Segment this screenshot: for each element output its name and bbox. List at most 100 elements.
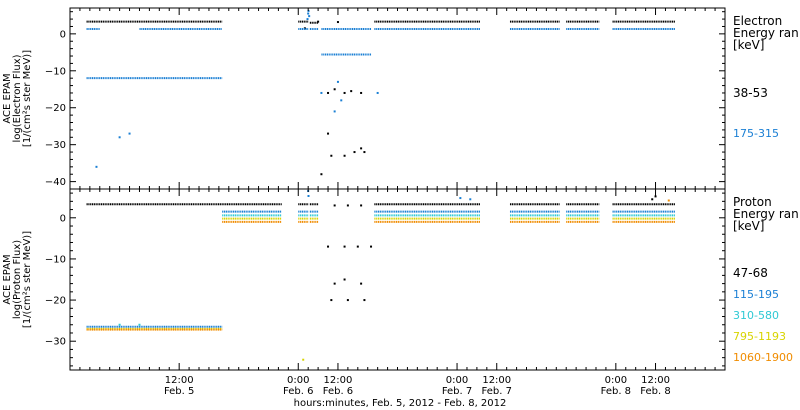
x-tick-date-label: Feb. 7 — [442, 386, 472, 397]
y-tick-label: −20 — [45, 296, 66, 307]
x-tick-time-label: 0:00 — [605, 375, 627, 386]
legend-entry: 175-315 — [733, 127, 779, 140]
data-point — [308, 15, 311, 18]
legend-entry: 115-195 — [733, 288, 779, 301]
data-point — [363, 151, 366, 154]
y-tick-label: −30 — [45, 337, 66, 348]
legend-entry: 38-53 — [733, 86, 768, 100]
data-point — [360, 204, 363, 207]
x-tick-time-label: 12:00 — [324, 375, 353, 386]
y-axis-label-line: [1/(cm²s ster MeV)] — [22, 231, 33, 328]
plot-frame — [69, 7, 726, 190]
data-point — [307, 12, 310, 15]
data-point — [333, 204, 336, 207]
legend-title-line: [keV] — [733, 38, 764, 52]
data-point — [303, 27, 306, 30]
legend-title-line: Proton — [733, 195, 772, 209]
legend-entry: 47-68 — [733, 266, 768, 280]
x-tick-time-label: 0:00 — [446, 375, 468, 386]
data-point — [320, 173, 323, 176]
legend-title-line: Energy ran — [733, 26, 799, 40]
y-tick-label: −10 — [45, 254, 66, 265]
x-tick-time-label: 12:00 — [641, 375, 670, 386]
data-point — [343, 245, 346, 248]
legend-entry: 310-580 — [733, 309, 779, 322]
data-point — [306, 18, 309, 21]
data-point — [353, 151, 356, 154]
data-point — [330, 299, 333, 302]
legend-entry: 795-1193 — [733, 330, 786, 343]
data-point — [118, 136, 121, 139]
x-tick-date-label: Feb. 6 — [283, 386, 313, 397]
data-point — [340, 99, 343, 102]
series-115-195 — [86, 190, 676, 328]
x-tick-date-label: Feb. 8 — [601, 386, 631, 397]
y-tick-label: −20 — [45, 103, 66, 114]
y-axis-label: ACE EPAMlog(Proton Flux)[1/(cm²s ster Me… — [2, 231, 33, 328]
data-point — [333, 88, 336, 91]
data-point — [654, 195, 657, 198]
data-point — [333, 110, 336, 113]
x-tick-time-label: 12:00 — [482, 375, 511, 386]
data-point — [459, 197, 462, 200]
legend-title-line: Electron — [733, 14, 782, 28]
data-point — [360, 91, 363, 94]
data-point — [307, 194, 310, 197]
data-point — [327, 91, 330, 94]
data-point — [346, 299, 349, 302]
data-point — [363, 299, 366, 302]
y-tick-label: −10 — [45, 66, 66, 77]
plot-frame — [69, 188, 726, 371]
series-310-580 — [118, 214, 676, 326]
data-point — [651, 198, 654, 201]
y-tick-label: −40 — [45, 177, 66, 188]
data-point — [343, 154, 346, 157]
x-axis-label: hours:minutes, Feb. 5, 2012 - Feb. 8, 20… — [294, 398, 507, 409]
data-point — [320, 91, 323, 94]
series-1060-1900 — [86, 199, 676, 331]
y-axis-label-line: ACE EPAM — [2, 73, 13, 123]
data-point — [360, 282, 363, 285]
data-point — [343, 91, 346, 94]
data-point — [360, 147, 363, 150]
data-point — [327, 245, 330, 248]
x-tick-time-label: 12:00 — [165, 375, 194, 386]
x-tick-date-label: Feb. 5 — [164, 386, 194, 397]
x-tick-date-label: Feb. 8 — [640, 386, 670, 397]
legend-entry: 1060-1900 — [733, 351, 793, 364]
data-point — [333, 282, 336, 285]
data-point — [667, 199, 670, 202]
data-point — [118, 323, 121, 326]
x-tick-time-label: 0:00 — [287, 375, 309, 386]
data-point — [350, 90, 353, 93]
data-point — [302, 358, 305, 361]
data-point — [376, 91, 379, 94]
data-point — [343, 278, 346, 281]
y-axis-label-line: log(Electron Flux) — [12, 54, 23, 142]
data-point — [346, 204, 349, 207]
data-point — [356, 245, 359, 248]
data-point — [317, 20, 320, 23]
y-tick-label: −30 — [45, 140, 66, 151]
data-point — [336, 21, 339, 24]
panel-1: 0 −10 −20 −30 −40 ACE EPAMlog(Electron Flux) [… — [2, 7, 799, 190]
series-795-1193 — [86, 217, 676, 361]
series-38-53 — [86, 20, 676, 176]
data-point — [330, 154, 333, 157]
y-tick-label: 0 — [60, 29, 66, 40]
data-point — [336, 80, 339, 83]
y-tick-label: 0 — [60, 213, 66, 224]
data-point — [370, 245, 373, 248]
y-axis-label-line: log(Proton Flux) — [12, 240, 23, 319]
series-175-315 — [86, 9, 676, 168]
x-tick-date-label: Feb. 6 — [323, 386, 353, 397]
data-point — [95, 165, 98, 168]
y-axis-label-line: ACE EPAM — [2, 254, 13, 304]
data-point — [327, 132, 330, 135]
series-47-68 — [86, 195, 676, 302]
